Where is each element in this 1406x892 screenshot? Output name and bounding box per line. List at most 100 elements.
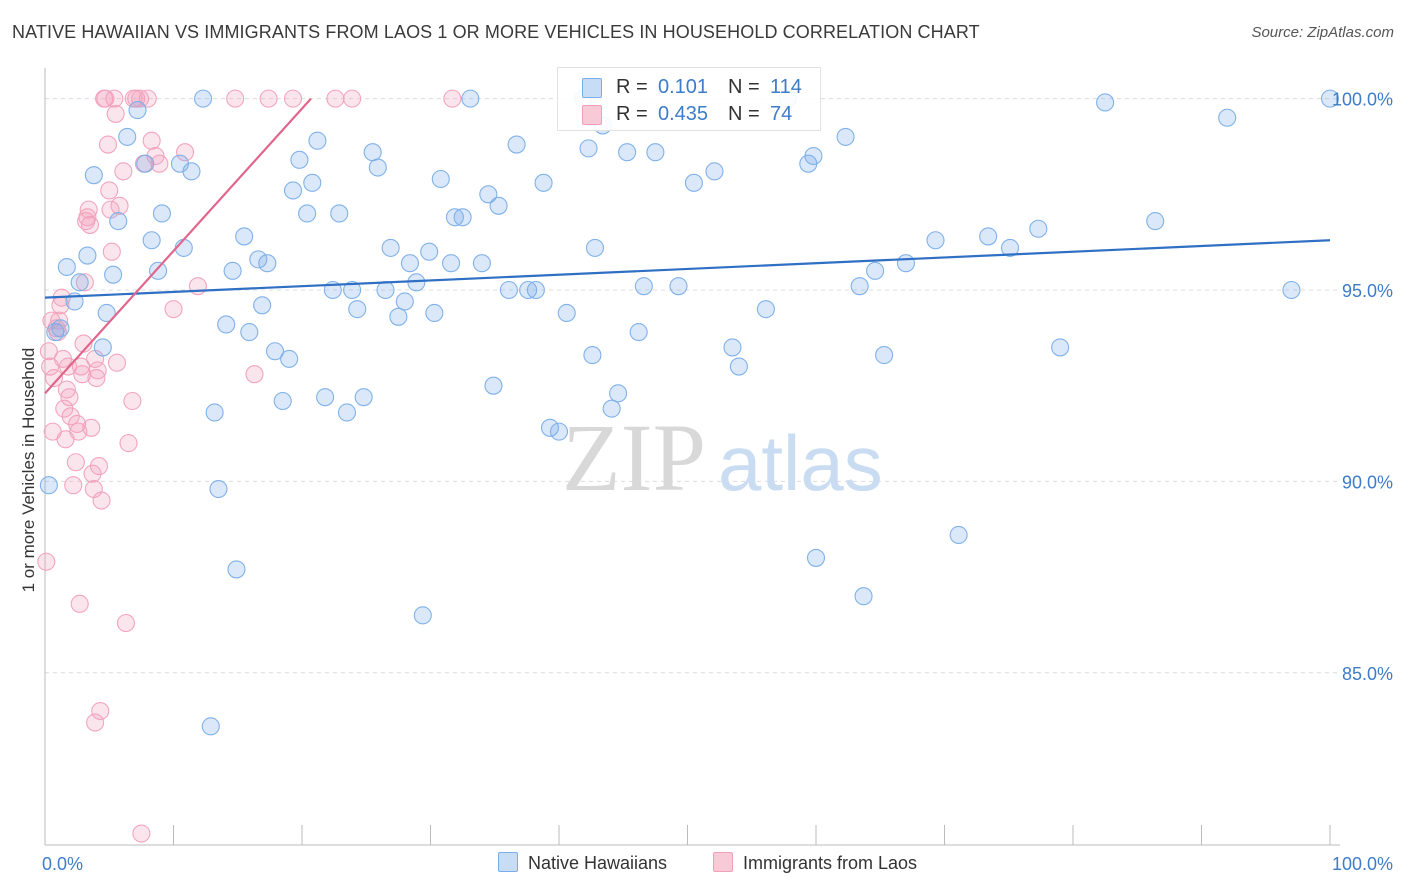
data-point (316, 388, 335, 407)
data-point (253, 296, 272, 315)
data-point (583, 346, 602, 365)
data-point (1218, 108, 1237, 127)
data-point (326, 89, 345, 108)
data-point (174, 238, 193, 257)
data-point (1282, 280, 1301, 300)
data-point (61, 407, 80, 426)
x-tick-label-max: 100.0% (1332, 854, 1393, 874)
data-point (97, 303, 116, 323)
data-point (79, 200, 98, 219)
data-point (445, 208, 464, 227)
data-point (337, 403, 357, 422)
y-axis-label-wrap: 1 or more Vehicles in Household (14, 120, 44, 820)
data-point (1146, 212, 1165, 231)
data-point (109, 212, 128, 231)
data-point (669, 277, 688, 296)
data-point (66, 453, 85, 472)
data-point (116, 613, 136, 633)
data-point (646, 143, 665, 162)
legend-row-laos: R = 0.435 N = 74 (558, 101, 820, 129)
legend-swatch (713, 852, 733, 872)
legend-swatch-laos (582, 105, 602, 125)
data-point (80, 215, 100, 234)
legend-swatch-hawaiians (582, 78, 602, 98)
x-tick-label-min: 0.0% (42, 854, 83, 874)
data-point (949, 525, 968, 545)
data-point (249, 250, 268, 269)
legend-swatch (498, 852, 518, 872)
tick-labels: 85.0% 90.0% 95.0% 100.0% 0.0% 100.0% (42, 90, 1393, 874)
data-point (854, 587, 873, 606)
data-point (89, 457, 109, 476)
data-point (526, 280, 545, 300)
data-point (258, 254, 277, 273)
legend-row-hawaiians: R = 0.101 N = 114 (558, 74, 820, 102)
data-point (51, 319, 70, 338)
legend-n-label: N = (728, 103, 760, 125)
data-point (50, 311, 69, 330)
data-point (303, 173, 322, 192)
data-point (119, 434, 138, 453)
data-point (100, 181, 119, 200)
data-point (381, 238, 400, 257)
data-point (585, 238, 605, 257)
data-point (217, 315, 236, 334)
data-point (149, 261, 168, 280)
data-point (723, 338, 742, 357)
data-point (443, 89, 462, 108)
watermark-zip: ZIP (562, 404, 706, 511)
data-point (201, 717, 220, 736)
data-point (519, 280, 538, 300)
chart-title: NATIVE HAWAIIAN VS IMMIGRANTS FROM LAOS … (12, 22, 980, 42)
data-point (579, 139, 598, 158)
data-point (64, 476, 83, 495)
data-point (684, 173, 703, 192)
data-point (265, 342, 285, 361)
data-point (88, 361, 107, 380)
data-point (259, 89, 278, 108)
y-tick-label: 85.0% (1342, 664, 1393, 684)
data-point (479, 185, 498, 204)
data-point (756, 300, 775, 319)
data-point (354, 388, 373, 407)
data-point (37, 552, 56, 571)
data-point (75, 273, 94, 292)
data-point (164, 300, 183, 319)
legend-n-label: N = (728, 76, 760, 98)
data-point (348, 300, 367, 319)
trend-lines (44, 97, 1331, 395)
data-point (629, 323, 648, 342)
data-point (205, 403, 224, 422)
data-point (280, 349, 299, 368)
data-point (1051, 338, 1070, 357)
data-point (114, 162, 133, 181)
data-point (107, 353, 127, 372)
data-point (87, 368, 106, 388)
data-point (290, 150, 309, 169)
data-point (534, 173, 553, 192)
data-point (729, 357, 748, 376)
legend-item-laos: Immigrants from Laos (713, 852, 917, 874)
data-point (55, 399, 74, 418)
data-point (235, 227, 254, 246)
data-point (102, 242, 121, 261)
data-point (73, 365, 92, 384)
data-point (227, 560, 246, 579)
data-point (308, 131, 327, 150)
data-point (850, 277, 869, 296)
data-point (182, 162, 201, 181)
source-label: Source: ZipAtlas.com (1251, 24, 1394, 41)
data-point (634, 277, 653, 296)
data-point (425, 303, 444, 323)
data-point (138, 89, 157, 108)
data-point (1320, 89, 1340, 108)
data-point (150, 154, 169, 173)
data-point (395, 292, 414, 311)
data-point (1029, 219, 1048, 238)
legend-r-value-hawaiians: 0.101 (658, 76, 709, 98)
data-point (283, 89, 303, 108)
data-point (131, 89, 150, 108)
legend-label-hawaiians: Native Hawaiians (528, 853, 668, 873)
data-point (368, 158, 387, 177)
data-point (142, 231, 161, 250)
